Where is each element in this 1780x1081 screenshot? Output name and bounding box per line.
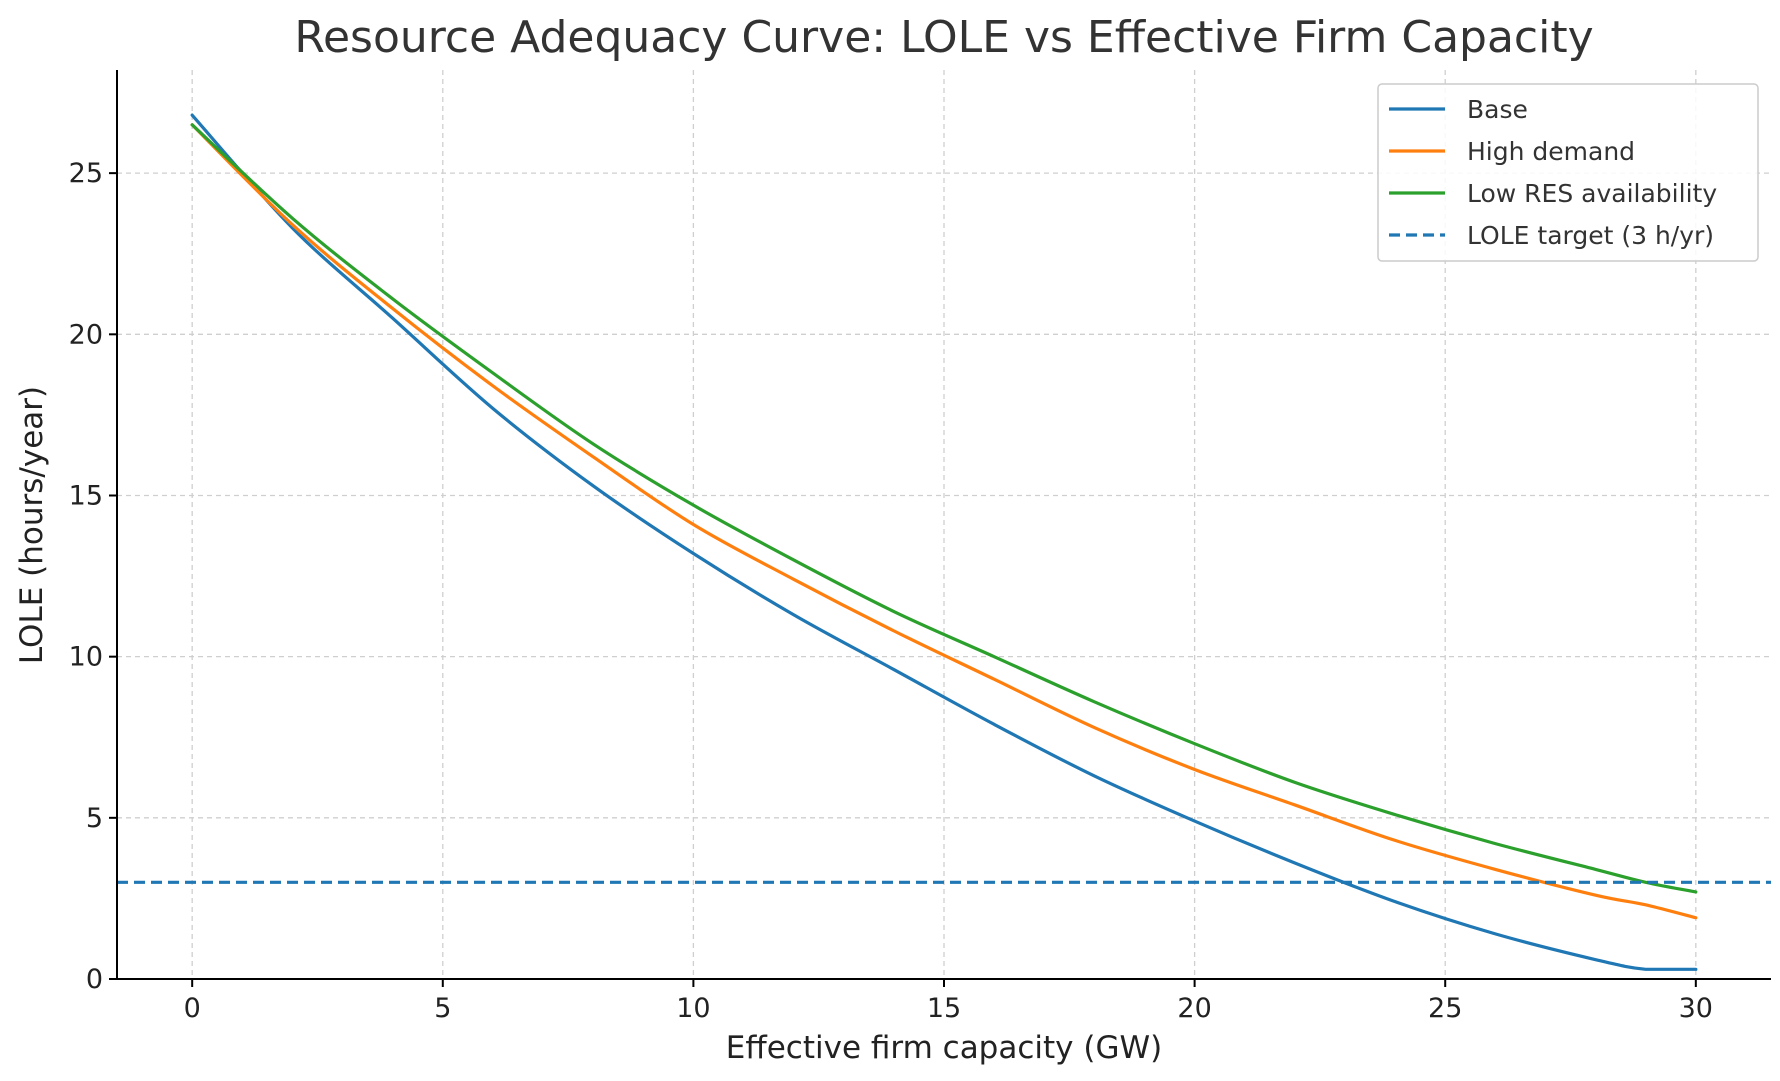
legend-label: Base: [1467, 95, 1528, 124]
legend-item-high-demand[interactable]: High demand: [1389, 137, 1635, 166]
series-line-low-res-availability: [190, 123, 1698, 894]
y-tick-label: 10: [69, 642, 103, 673]
legend-item-lole-target-3-h-yr[interactable]: LOLE target (3 h/yr): [1389, 221, 1714, 250]
x-tick-label: 0: [184, 993, 201, 1024]
y-tick-label: 0: [86, 964, 103, 995]
legend-item-base[interactable]: Base: [1389, 95, 1528, 124]
x-axis-label: Effective firm capacity (GW): [726, 1030, 1162, 1066]
y-tick-label: 25: [69, 158, 103, 189]
legend-label: Low RES availability: [1467, 179, 1717, 208]
series-lines: [117, 113, 1771, 971]
chart-title: Resource Adequacy Curve: LOLE vs Effecti…: [294, 12, 1593, 63]
x-tick-label: 25: [1428, 993, 1462, 1024]
legend[interactable]: Base High demand Low RES availability LOLE …: [1377, 83, 1759, 262]
y-axis-label: LOLE (hours/year): [14, 386, 50, 664]
y-tick-label: 5: [86, 803, 103, 834]
series-line-base: [190, 113, 1698, 971]
legend-label: LOLE target (3 h/yr): [1467, 221, 1714, 250]
y-tick-label: 20: [69, 319, 103, 350]
y-tick-label: 15: [69, 480, 103, 511]
x-tick-label: 15: [927, 993, 961, 1024]
x-tick-label: 30: [1679, 993, 1713, 1024]
x-tick-label: 10: [676, 993, 710, 1024]
legend-item-low-res-availability[interactable]: Low RES availability: [1389, 179, 1717, 208]
series-line-high-demand: [190, 123, 1698, 920]
x-tick-label: 5: [434, 993, 451, 1024]
x-tick-label: 20: [1177, 993, 1211, 1024]
legend-box: [1377, 83, 1759, 262]
tick-labels: 0 5 10 15 20 25 30 0 5 10 15 20 25: [69, 158, 1713, 1024]
legend-label: High demand: [1467, 137, 1635, 166]
